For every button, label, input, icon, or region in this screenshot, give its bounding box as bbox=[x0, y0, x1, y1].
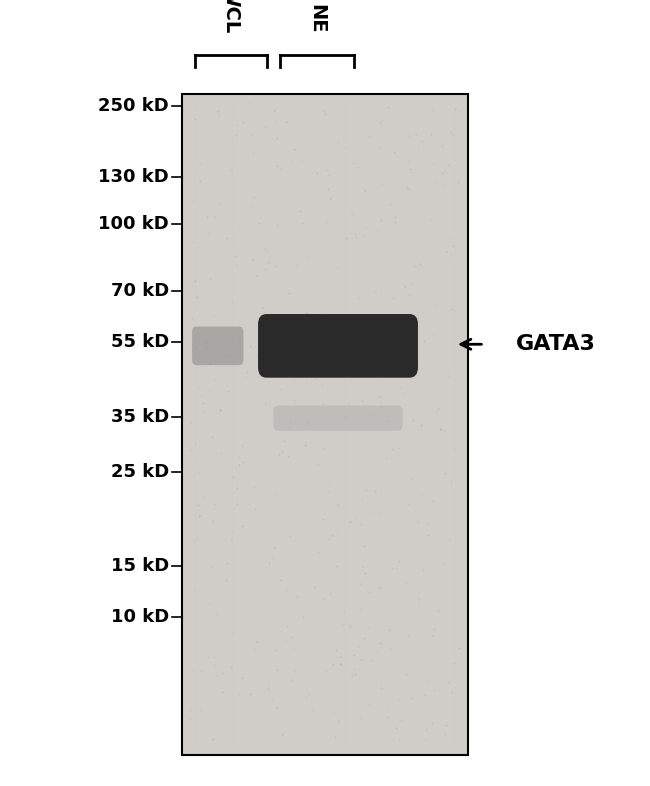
FancyBboxPatch shape bbox=[182, 94, 468, 755]
Text: 15 kD: 15 kD bbox=[111, 557, 169, 575]
Text: GATA3: GATA3 bbox=[516, 334, 595, 354]
Text: 10 kD: 10 kD bbox=[111, 608, 169, 626]
FancyBboxPatch shape bbox=[258, 314, 418, 377]
Text: 35 kD: 35 kD bbox=[111, 408, 169, 425]
Text: NE: NE bbox=[307, 4, 326, 34]
Text: 250 kD: 250 kD bbox=[98, 97, 169, 115]
Text: 100 kD: 100 kD bbox=[98, 215, 169, 233]
Text: 70 kD: 70 kD bbox=[111, 282, 169, 299]
FancyBboxPatch shape bbox=[192, 326, 243, 365]
Text: 55 kD: 55 kD bbox=[111, 333, 169, 351]
Text: WCL: WCL bbox=[221, 0, 240, 34]
Text: 25 kD: 25 kD bbox=[111, 463, 169, 480]
FancyBboxPatch shape bbox=[274, 406, 402, 431]
Text: 130 kD: 130 kD bbox=[98, 168, 169, 185]
